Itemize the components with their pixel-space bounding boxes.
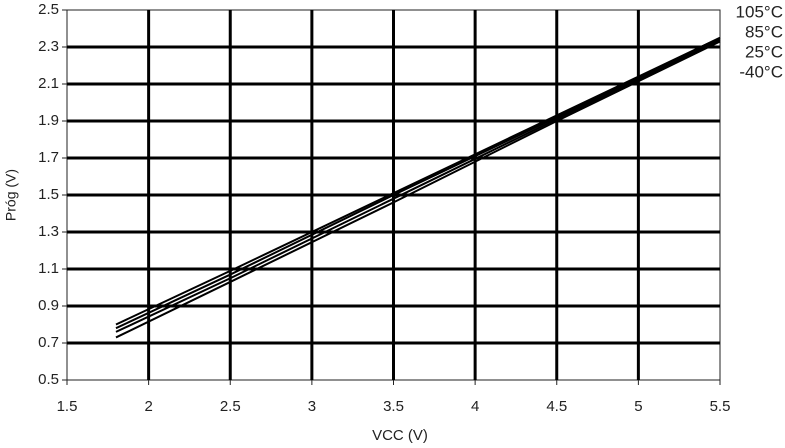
y-tick-label: 2.1 bbox=[38, 75, 59, 92]
legend-label: 85°C bbox=[745, 22, 783, 41]
y-tick-label: 2.3 bbox=[38, 38, 59, 55]
y-tick-label: 0.5 bbox=[38, 371, 59, 388]
x-tick-label: 5 bbox=[634, 398, 642, 415]
y-axis-title: Próg (V) bbox=[3, 169, 19, 221]
y-tick-label: 1.5 bbox=[38, 186, 59, 203]
y-tick-label: 1.9 bbox=[38, 112, 59, 129]
y-tick-label: 0.9 bbox=[38, 297, 59, 314]
legend-label: -40°C bbox=[739, 62, 783, 81]
y-tick-label: 1.1 bbox=[38, 260, 59, 277]
x-tick-label: 5.5 bbox=[710, 398, 731, 415]
series-line bbox=[115, 36, 721, 330]
x-tick-label: 4 bbox=[471, 398, 479, 415]
series-line bbox=[115, 38, 721, 333]
y-tick-label: 0.7 bbox=[38, 334, 59, 351]
x-tick-label: 4.5 bbox=[546, 398, 567, 415]
series-line bbox=[115, 40, 721, 339]
y-tick-label: 2.5 bbox=[38, 1, 59, 18]
y-tick-label: 1.3 bbox=[38, 223, 59, 240]
x-tick-label: 3 bbox=[308, 398, 316, 415]
series-line bbox=[115, 36, 721, 326]
x-tick-label: 3.5 bbox=[383, 398, 404, 415]
legend-label: 105°C bbox=[736, 2, 783, 21]
legend-label: 25°C bbox=[745, 42, 783, 61]
x-axis-title: VCC (V) bbox=[372, 427, 428, 444]
x-tick-label: 2.5 bbox=[220, 398, 241, 415]
x-tick-label: 2 bbox=[144, 398, 152, 415]
y-tick-label: 1.7 bbox=[38, 149, 59, 166]
x-tick-label: 1.5 bbox=[57, 398, 78, 415]
